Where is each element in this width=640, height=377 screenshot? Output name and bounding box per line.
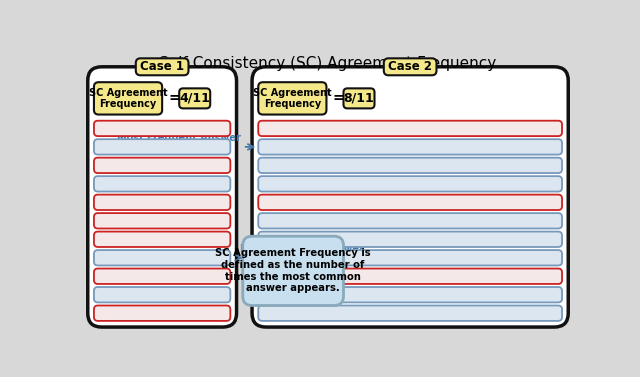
Text: Mucor: Mucor — [147, 124, 177, 133]
Text: Blastomycosis: Blastomycosis — [127, 235, 198, 244]
Text: Rapidly progressive glomerulonephritis: Rapidly progressive glomerulonephritis — [312, 124, 508, 133]
FancyBboxPatch shape — [259, 176, 562, 192]
FancyBboxPatch shape — [259, 82, 326, 115]
FancyBboxPatch shape — [94, 195, 230, 210]
Text: SC Agreement
Frequency: SC Agreement Frequency — [89, 87, 168, 109]
Text: Case 2: Case 2 — [388, 60, 432, 73]
Text: IgA nephropathy (Berger's disease): IgA nephropathy (Berger's disease) — [323, 309, 498, 318]
FancyBboxPatch shape — [94, 121, 230, 136]
Text: Histoplasma: Histoplasma — [131, 309, 193, 318]
FancyBboxPatch shape — [344, 88, 374, 108]
FancyBboxPatch shape — [94, 268, 230, 284]
FancyBboxPatch shape — [243, 236, 344, 305]
FancyBboxPatch shape — [88, 67, 237, 327]
Text: Self Consistency (SC) Agreement Frequency: Self Consistency (SC) Agreement Frequenc… — [159, 56, 497, 71]
Text: SC Agreement Frequency is
defined as the number of
times the most common
answer : SC Agreement Frequency is defined as the… — [215, 248, 371, 293]
FancyBboxPatch shape — [94, 305, 230, 321]
Text: Most Frequent Answer: Most Frequent Answer — [241, 244, 364, 254]
FancyBboxPatch shape — [259, 250, 562, 265]
Text: 4/11: 4/11 — [179, 92, 210, 105]
FancyBboxPatch shape — [259, 139, 562, 155]
Text: Chronic Kidney Disease: Chronic Kidney Disease — [352, 198, 468, 207]
FancyBboxPatch shape — [259, 231, 562, 247]
FancyBboxPatch shape — [94, 213, 230, 228]
Text: Coccidiomycosis: Coccidiomycosis — [122, 216, 203, 225]
Text: Glomerulonephritis: Glomerulonephritis — [362, 272, 458, 281]
FancyBboxPatch shape — [94, 250, 230, 265]
Text: Candidemia: Candidemia — [133, 272, 191, 281]
Text: Blastomycosis: Blastomycosis — [127, 198, 198, 207]
Text: IgA nephropathy (Berger's disease): IgA nephropathy (Berger's disease) — [323, 216, 498, 225]
Text: IgA nephropathy (Berger's disease): IgA nephropathy (Berger's disease) — [323, 179, 498, 188]
Text: IgA nephropathy (Berger's disease): IgA nephropathy (Berger's disease) — [323, 290, 498, 299]
FancyBboxPatch shape — [259, 121, 562, 136]
FancyBboxPatch shape — [259, 158, 562, 173]
Text: Disseminated aspergillosis: Disseminated aspergillosis — [95, 143, 229, 152]
Text: IgA nephropathy (Berger's disease): IgA nephropathy (Berger's disease) — [323, 161, 498, 170]
Text: IgA nephropathy: IgA nephropathy — [369, 253, 451, 262]
Text: Disseminated aspergillosis: Disseminated aspergillosis — [95, 253, 229, 262]
FancyBboxPatch shape — [94, 231, 230, 247]
Text: Most Frequent Answer: Most Frequent Answer — [116, 133, 241, 143]
FancyBboxPatch shape — [94, 158, 230, 173]
Text: =: = — [333, 91, 344, 105]
Text: Disseminated aspergillosis: Disseminated aspergillosis — [95, 179, 229, 188]
FancyBboxPatch shape — [259, 195, 562, 210]
Text: IgA nephropathy: IgA nephropathy — [369, 235, 451, 244]
Text: =: = — [168, 91, 180, 105]
Text: 8/11: 8/11 — [344, 92, 374, 105]
FancyBboxPatch shape — [94, 139, 230, 155]
FancyBboxPatch shape — [94, 82, 162, 115]
Text: Disseminated aspergillosis: Disseminated aspergillosis — [95, 290, 229, 299]
FancyBboxPatch shape — [94, 287, 230, 302]
FancyBboxPatch shape — [94, 176, 230, 192]
Text: IgA nephropathy (Berger's disease): IgA nephropathy (Berger's disease) — [323, 143, 498, 152]
FancyBboxPatch shape — [259, 305, 562, 321]
FancyBboxPatch shape — [259, 268, 562, 284]
FancyBboxPatch shape — [259, 287, 562, 302]
FancyBboxPatch shape — [252, 67, 568, 327]
Text: SC Agreement
Frequency: SC Agreement Frequency — [253, 87, 332, 109]
Text: Case 1: Case 1 — [140, 60, 184, 73]
Text: Candida: Candida — [142, 161, 182, 170]
FancyBboxPatch shape — [259, 213, 562, 228]
FancyBboxPatch shape — [384, 58, 436, 75]
FancyBboxPatch shape — [136, 58, 189, 75]
FancyBboxPatch shape — [179, 88, 210, 108]
